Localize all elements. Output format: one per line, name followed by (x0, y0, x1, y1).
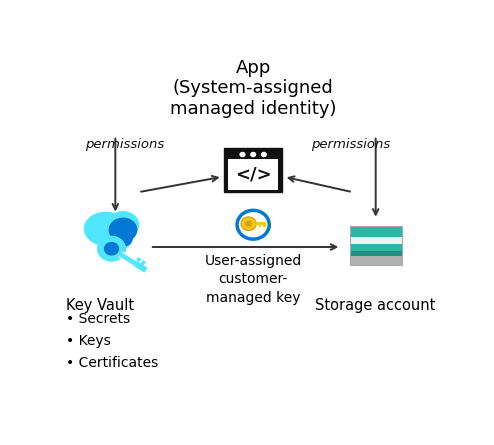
Circle shape (261, 152, 267, 157)
Text: permissions: permissions (85, 138, 164, 151)
Ellipse shape (107, 211, 139, 239)
Text: User-assigned
customer-
managed key: User-assigned customer- managed key (205, 254, 302, 305)
Ellipse shape (112, 230, 133, 247)
Circle shape (245, 221, 252, 227)
Ellipse shape (98, 226, 132, 251)
FancyBboxPatch shape (350, 237, 402, 244)
FancyBboxPatch shape (228, 159, 279, 190)
Text: </>: </> (235, 165, 272, 183)
FancyArrow shape (134, 257, 141, 265)
Circle shape (104, 242, 119, 255)
Text: • Secrets
• Keys
• Certificates: • Secrets • Keys • Certificates (66, 312, 158, 369)
FancyBboxPatch shape (224, 148, 282, 192)
FancyBboxPatch shape (350, 255, 402, 265)
Text: App
(System-assigned
managed identity): App (System-assigned managed identity) (170, 59, 336, 118)
FancyArrow shape (255, 222, 266, 226)
Circle shape (97, 236, 126, 262)
Text: Key Vault: Key Vault (66, 299, 134, 313)
FancyArrow shape (139, 260, 146, 267)
Circle shape (241, 217, 256, 231)
Circle shape (250, 152, 256, 157)
FancyArrow shape (263, 224, 266, 227)
FancyBboxPatch shape (350, 251, 402, 255)
FancyBboxPatch shape (350, 226, 402, 237)
Circle shape (237, 210, 269, 239)
Ellipse shape (109, 218, 137, 242)
Text: Storage account: Storage account (316, 299, 436, 313)
FancyArrow shape (259, 224, 261, 227)
FancyBboxPatch shape (350, 244, 402, 251)
Circle shape (240, 152, 246, 157)
Text: permissions: permissions (311, 138, 390, 151)
FancyArrow shape (121, 253, 148, 273)
Ellipse shape (84, 212, 128, 246)
